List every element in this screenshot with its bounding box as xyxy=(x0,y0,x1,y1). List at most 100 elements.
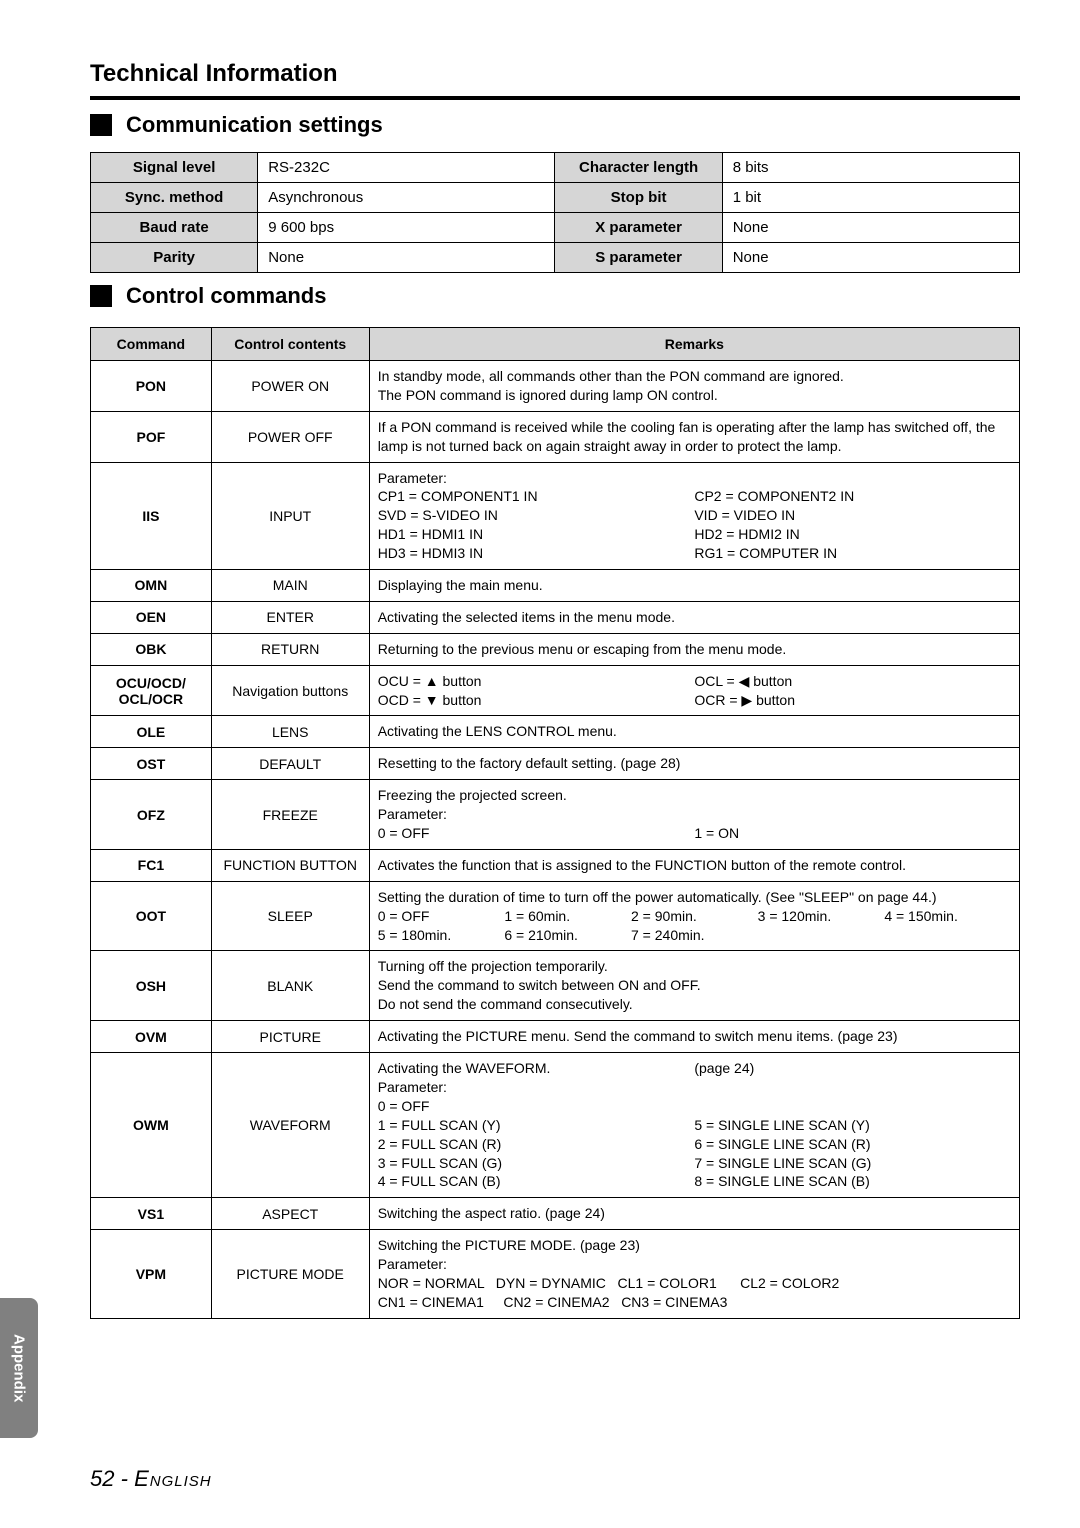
cmd-code: OMN xyxy=(91,570,212,602)
cmd-code: VS1 xyxy=(91,1198,212,1230)
param: 0 = OFF xyxy=(378,907,505,926)
cmd-code: VPM xyxy=(91,1230,212,1319)
cmd-code: PON xyxy=(91,361,212,412)
setting-value: None xyxy=(258,243,555,273)
cmd-remarks: Parameter: CP1 = COMPONENT1 INCP2 = COMP… xyxy=(369,462,1019,569)
param-l: HD1 = HDMI1 IN xyxy=(378,525,695,544)
cmd-remarks: Switching the aspect ratio. (page 24) xyxy=(369,1198,1019,1230)
param-r: OCL = ◀ button xyxy=(694,672,1011,691)
cmd-name: POWER OFF xyxy=(211,411,369,462)
cmd-remarks: Activating the PICTURE menu. Send the co… xyxy=(369,1021,1019,1053)
page-num: 52 xyxy=(90,1466,114,1491)
cmd-remarks: Activating the WAVEFORM.(page 24) Parame… xyxy=(369,1053,1019,1198)
table-row: Baud rate 9 600 bps X parameter None xyxy=(91,213,1020,243)
param-r: 5 = SINGLE LINE SCAN (Y) xyxy=(694,1116,1011,1135)
cmd-name: MAIN xyxy=(211,570,369,602)
commands-table: Command Control contents Remarks PON POW… xyxy=(90,327,1020,1319)
cmd-code: IIS xyxy=(91,462,212,569)
bullet-square-icon xyxy=(90,285,112,307)
cmd-name: POWER ON xyxy=(211,361,369,412)
setting-value: 1 bit xyxy=(722,183,1019,213)
cmd-name: LENS xyxy=(211,716,369,748)
table-row: VPM PICTURE MODE Switching the PICTURE M… xyxy=(91,1230,1020,1319)
param: 5 = 180min. xyxy=(378,926,505,945)
cmd-remarks: Turning off the projection temporarily. … xyxy=(369,951,1019,1021)
cmd-remarks: Resetting to the factory default setting… xyxy=(369,748,1019,780)
cmd-code: OCU/OCD/ OCL/OCR xyxy=(91,665,212,716)
cmd-name: ASPECT xyxy=(211,1198,369,1230)
cmd-name: PICTURE xyxy=(211,1021,369,1053)
col-remarks: Remarks xyxy=(369,328,1019,361)
cmd-remarks: If a PON command is received while the c… xyxy=(369,411,1019,462)
param-r: 8 = SINGLE LINE SCAN (B) xyxy=(694,1172,1011,1191)
cmd-code: OOT xyxy=(91,881,212,951)
setting-label: Baud rate xyxy=(91,213,258,243)
param-line: NOR = NORMAL DYN = DYNAMIC CL1 = COLOR1 … xyxy=(378,1274,1011,1293)
param: 6 = 210min. xyxy=(504,926,631,945)
setting-label: S parameter xyxy=(555,243,722,273)
appendix-tab: Appendix xyxy=(0,1298,38,1438)
param-l: 3 = FULL SCAN (G) xyxy=(378,1154,695,1173)
setting-value: RS-232C xyxy=(258,153,555,183)
cmd-remarks: Returning to the previous menu or escapi… xyxy=(369,633,1019,665)
table-row: Parity None S parameter None xyxy=(91,243,1020,273)
param-l: 0 = OFF xyxy=(378,824,695,843)
setting-label: X parameter xyxy=(555,213,722,243)
cmd-remarks: Displaying the main menu. xyxy=(369,570,1019,602)
setting-value: None xyxy=(722,213,1019,243)
param-r: OCR = ▶ button xyxy=(694,691,1011,710)
cmd-code: POF xyxy=(91,411,212,462)
setting-value: Asynchronous xyxy=(258,183,555,213)
setting-label: Character length xyxy=(555,153,722,183)
param-l: HD3 = HDMI3 IN xyxy=(378,544,695,563)
table-row: OLE LENS Activating the LENS CONTROL men… xyxy=(91,716,1020,748)
table-row: OVM PICTURE Activating the PICTURE menu.… xyxy=(91,1021,1020,1053)
cmd-code: OWM xyxy=(91,1053,212,1198)
param-line: 0 = OFF xyxy=(378,1097,1011,1116)
bullet-square-icon xyxy=(90,114,112,136)
table-row: IIS INPUT Parameter: CP1 = COMPONENT1 IN… xyxy=(91,462,1020,569)
param-title: Parameter: xyxy=(378,469,1011,488)
param-line: Setting the duration of time to turn off… xyxy=(378,888,1011,907)
table-row: OSH BLANK Turning off the projection tem… xyxy=(91,951,1020,1021)
param-line: Parameter: xyxy=(378,1078,1011,1097)
param-r: CP2 = COMPONENT2 IN xyxy=(694,487,1011,506)
param-line: Freezing the projected screen. xyxy=(378,786,1011,805)
cmd-name: PICTURE MODE xyxy=(211,1230,369,1319)
param: 2 = 90min. xyxy=(631,907,758,926)
param-l: 1 = FULL SCAN (Y) xyxy=(378,1116,695,1135)
cmd-code: FC1 xyxy=(91,849,212,881)
param-r: 7 = SINGLE LINE SCAN (G) xyxy=(694,1154,1011,1173)
cmd-remarks: Setting the duration of time to turn off… xyxy=(369,881,1019,951)
setting-value: None xyxy=(722,243,1019,273)
table-row: OCU/OCD/ OCL/OCR Navigation buttons OCU … xyxy=(91,665,1020,716)
setting-label: Stop bit xyxy=(555,183,722,213)
param-r: VID = VIDEO IN xyxy=(694,506,1011,525)
table-row: OBK RETURN Returning to the previous men… xyxy=(91,633,1020,665)
page-lang: English xyxy=(134,1466,212,1491)
table-row: Signal level RS-232C Character length 8 … xyxy=(91,153,1020,183)
param-r: HD2 = HDMI2 IN xyxy=(694,525,1011,544)
page-sep: - xyxy=(121,1466,134,1491)
section-header-ctrl: Control commands xyxy=(90,283,1020,309)
table-row: OOT SLEEP Setting the duration of time t… xyxy=(91,881,1020,951)
cmd-code: OLE xyxy=(91,716,212,748)
param-r: 6 = SINGLE LINE SCAN (R) xyxy=(694,1135,1011,1154)
cmd-name: SLEEP xyxy=(211,881,369,951)
table-row: FC1 FUNCTION BUTTON Activates the functi… xyxy=(91,849,1020,881)
param: 4 = 150min. xyxy=(884,907,1011,926)
param-r: 1 = ON xyxy=(694,824,1011,843)
param: 3 = 120min. xyxy=(758,907,885,926)
cmd-name: INPUT xyxy=(211,462,369,569)
cmd-name: DEFAULT xyxy=(211,748,369,780)
section-title-ctrl: Control commands xyxy=(126,283,326,309)
setting-value: 8 bits xyxy=(722,153,1019,183)
cmd-code: OBK xyxy=(91,633,212,665)
table-row: POF POWER OFF If a PON command is receiv… xyxy=(91,411,1020,462)
cmd-name: RETURN xyxy=(211,633,369,665)
param-l: 2 = FULL SCAN (R) xyxy=(378,1135,695,1154)
cmd-name: FUNCTION BUTTON xyxy=(211,849,369,881)
setting-value: 9 600 bps xyxy=(258,213,555,243)
cmd-code: OFZ xyxy=(91,780,212,850)
table-row: OST DEFAULT Resetting to the factory def… xyxy=(91,748,1020,780)
